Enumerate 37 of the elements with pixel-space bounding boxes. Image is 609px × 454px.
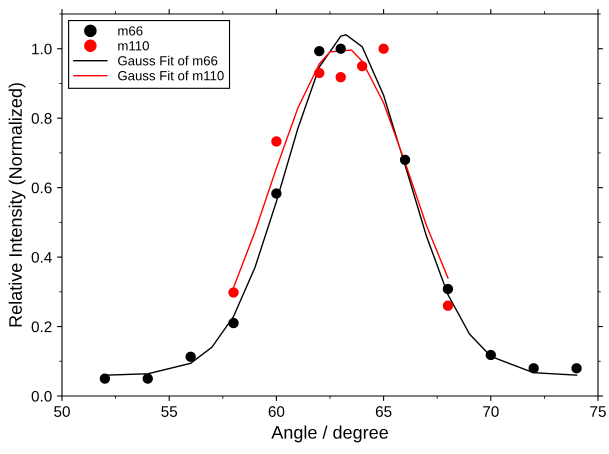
x-tick-label: 65 [376,406,392,417]
point [486,350,496,360]
y-tick-label: 0.6 [32,182,52,194]
point [336,72,346,82]
point [314,46,324,56]
x-tick-label: 75 [590,406,606,417]
point [336,44,346,54]
point [378,44,389,54]
point [228,318,239,328]
point [228,287,239,298]
point [271,136,282,147]
y-tick-label: 0.2 [32,321,52,332]
y-tick-label: 0.0 [32,390,52,402]
point [442,284,454,294]
y-axis-title: Relative Intensity (Normalized) [8,83,26,326]
point [400,154,410,166]
point [571,363,582,374]
y-tick-label: 0.4 [32,252,52,263]
legend-label: Gauss Fit of m110 [118,70,224,80]
point [142,373,153,384]
point [442,300,454,311]
y-tick-label: 1.0 [32,44,52,54]
x-tick-label: 60 [268,406,284,417]
x-tick-label: 50 [54,406,70,417]
point [271,188,282,199]
point [357,60,368,72]
x-tick-label: 70 [483,406,499,417]
legend-label: m66 [118,26,143,36]
point [100,373,110,384]
point [528,363,539,374]
point [185,352,196,362]
point [314,68,324,78]
x-tick-label: 55 [161,406,178,417]
x-axis-title: Angle / degree [271,426,388,442]
legend-label: Gauss Fit of m66 [118,56,218,66]
legend-label: m110 [118,41,149,51]
y-tick-label: 0.8 [32,113,52,124]
